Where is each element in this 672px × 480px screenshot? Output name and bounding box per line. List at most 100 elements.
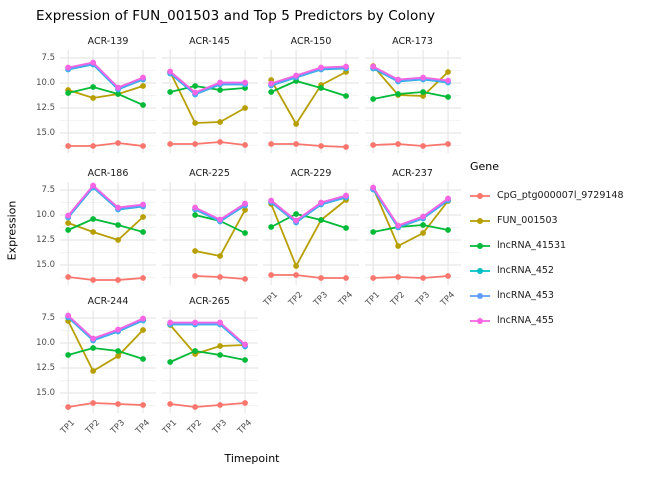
data-point-lncRNA_41531 <box>268 89 275 95</box>
data-point-lncRNA_41531 <box>394 91 401 97</box>
data-point-CpG_ptg000007l_9729148 <box>369 142 376 148</box>
series-line-lncRNA_455 <box>371 187 449 227</box>
series-line-lncRNA_455 <box>169 70 245 94</box>
data-point-CpG_ptg000007l_9729148 <box>90 400 97 406</box>
series-line-lncRNA_453 <box>372 67 448 83</box>
series-line-lncRNA_455 <box>270 194 347 222</box>
x-tick-label: TP3 <box>210 418 229 437</box>
data-point-FUN_001503 <box>115 353 121 359</box>
data-point-CpG_ptg000007l_9729148 <box>241 142 248 148</box>
data-point-lncRNA_455 <box>343 63 349 70</box>
data-point-CpG_ptg000007l_9729148 <box>318 275 324 281</box>
y-tick-label: 15.0 <box>36 260 55 270</box>
data-point-lncRNA_41531 <box>140 229 146 235</box>
data-point-lncRNA_41531 <box>166 359 173 365</box>
data-point-lncRNA_41531 <box>343 93 349 99</box>
series-line-lncRNA_41531 <box>67 86 144 106</box>
data-point-lncRNA_455 <box>166 68 173 75</box>
data-point-lncRNA_41531 <box>140 356 146 362</box>
data-point-lncRNA_41531 <box>318 217 324 223</box>
legend-entry-label: lncRNA_452 <box>497 265 554 276</box>
data-point-FUN_001503 <box>140 83 146 89</box>
series-line-lncRNA_455 <box>169 321 246 346</box>
series-line-CpG_ptg000007l_9729148 <box>68 402 144 408</box>
data-point-CpG_ptg000007l_9729148 <box>65 404 72 410</box>
facet-strip-ACR-139: ACR-139 <box>87 36 129 47</box>
series-line-FUN_001503 <box>270 199 347 269</box>
data-point-lncRNA_455 <box>241 341 248 348</box>
x-tick-label: TP4 <box>438 290 457 309</box>
data-point-FUN_001503 <box>419 230 426 236</box>
data-point-lncRNA_455 <box>65 312 72 319</box>
series-line-lncRNA_41531 <box>372 91 448 100</box>
data-point-lncRNA_455 <box>115 204 121 211</box>
series-line-lncRNA_452 <box>67 316 144 342</box>
data-point-lncRNA_455 <box>65 212 72 219</box>
legend-key-icon <box>470 192 490 199</box>
facet-strip-ACR-244: ACR-244 <box>87 296 129 307</box>
data-point-lncRNA_41531 <box>241 230 248 236</box>
series-line-lncRNA_453 <box>67 185 144 218</box>
data-point-CpG_ptg000007l_9729148 <box>268 272 275 278</box>
series-line-lncRNA_41531 <box>270 213 347 229</box>
legend-entry-label: CpG_ptg000007l_9729148 <box>497 190 624 201</box>
series-line-CpG_ptg000007l_9729148 <box>68 142 144 147</box>
facet-strip-ACR-145: ACR-145 <box>189 36 230 47</box>
data-point-CpG_ptg000007l_9729148 <box>191 404 198 410</box>
data-point-FUN_001503 <box>419 93 426 99</box>
data-point-lncRNA_455 <box>191 204 198 211</box>
facet-strip-ACR-173: ACR-173 <box>392 36 433 47</box>
data-point-lncRNA_41531 <box>115 222 121 228</box>
series-line-lncRNA_453 <box>67 316 144 342</box>
data-point-lncRNA_41531 <box>241 357 248 363</box>
legend-entry-label: lncRNA_453 <box>497 290 554 301</box>
x-tick-label: TP3 <box>413 290 432 309</box>
series-line-CpG_ptg000007l_9729148 <box>169 141 245 146</box>
data-point-FUN_001503 <box>241 105 248 111</box>
y-tick-label: 12.5 <box>36 235 55 245</box>
data-point-lncRNA_455 <box>369 184 376 191</box>
data-point-lncRNA_41531 <box>90 216 97 222</box>
data-point-CpG_ptg000007l_9729148 <box>90 277 97 283</box>
data-point-lncRNA_455 <box>241 200 248 207</box>
data-point-lncRNA_455 <box>140 74 146 81</box>
data-point-lncRNA_455 <box>369 63 376 70</box>
data-point-lncRNA_455 <box>318 64 324 71</box>
series-line-lncRNA_41531 <box>67 218 144 233</box>
data-point-CpG_ptg000007l_9729148 <box>419 275 426 281</box>
data-point-lncRNA_41531 <box>191 212 198 218</box>
data-point-CpG_ptg000007l_9729148 <box>444 141 451 147</box>
data-point-FUN_001503 <box>191 120 198 126</box>
data-point-lncRNA_455 <box>191 319 198 326</box>
x-tick-label: TP1 <box>262 290 281 309</box>
facet-panel-ACR-225 <box>161 182 258 285</box>
data-point-CpG_ptg000007l_9729148 <box>191 141 198 147</box>
data-point-lncRNA_455 <box>65 64 72 71</box>
data-point-lncRNA_455 <box>216 79 223 86</box>
y-tick-label: 12.5 <box>36 103 55 113</box>
series-line-lncRNA_455 <box>372 65 448 82</box>
legend-entry-CpG_ptg000007l_9729148: CpG_ptg000007l_9729148 <box>470 183 670 208</box>
x-tick-label: TP3 <box>311 290 331 309</box>
series-line-lncRNA_453 <box>270 67 347 86</box>
x-tick-label: TP4 <box>235 418 254 437</box>
legend-entry-lncRNA_41531: lncRNA_41531 <box>470 233 670 258</box>
facet-panel-ACR-145 <box>161 50 258 153</box>
facet-strip-ACR-186: ACR-186 <box>87 168 129 179</box>
data-point-FUN_001503 <box>394 243 401 249</box>
data-point-FUN_001503 <box>90 229 97 235</box>
data-point-lncRNA_41531 <box>444 94 451 100</box>
legend-entry-lncRNA_455: lncRNA_455 <box>470 308 670 333</box>
data-point-lncRNA_41531 <box>419 89 426 95</box>
data-point-CpG_ptg000007l_9729148 <box>419 143 426 149</box>
series-line-lncRNA_41531 <box>67 347 144 360</box>
data-point-lncRNA_41531 <box>216 87 223 93</box>
series-line-FUN_001503 <box>168 71 245 124</box>
data-point-lncRNA_455 <box>90 335 97 342</box>
legend: Gene CpG_ptg000007l_9729148 FUN_001503 lnc… <box>470 160 670 333</box>
data-point-lncRNA_455 <box>216 319 223 326</box>
x-tick-label: TP2 <box>388 290 407 309</box>
data-point-lncRNA_41531 <box>65 352 72 358</box>
data-point-lncRNA_455 <box>293 72 300 79</box>
